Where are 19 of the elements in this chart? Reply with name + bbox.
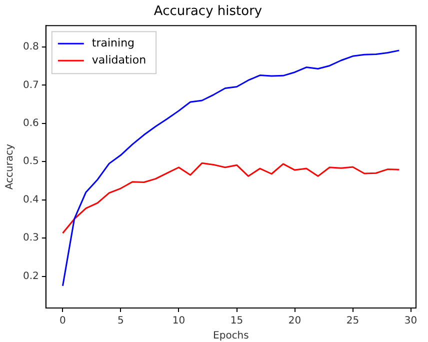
x-tick-label: 5 [118,316,124,327]
x-tick-label: 30 [404,316,418,327]
y-axis-title: Accuracy [4,144,16,190]
x-tick-label: 0 [60,316,66,327]
y-tick-label: 0.3 [22,232,39,244]
y-tick-label: 0.8 [22,42,39,53]
y-tick-label: 0.4 [22,194,39,206]
x-axis-title: Epochs [213,330,249,342]
y-tick-label: 0.2 [22,270,39,282]
x-tick-label: 10 [172,316,186,327]
legend-label: training [92,36,135,50]
x-tick-label: 15 [230,316,244,327]
y-tick-label: 0.5 [22,156,39,168]
y-tick-label: 0.7 [22,80,39,91]
x-tick-label: 20 [288,316,302,327]
y-tick-label: 0.6 [22,118,39,130]
legend-label: validation [92,53,146,66]
x-tick-label: 25 [346,316,360,327]
chart-title: Accuracy history [154,4,262,20]
